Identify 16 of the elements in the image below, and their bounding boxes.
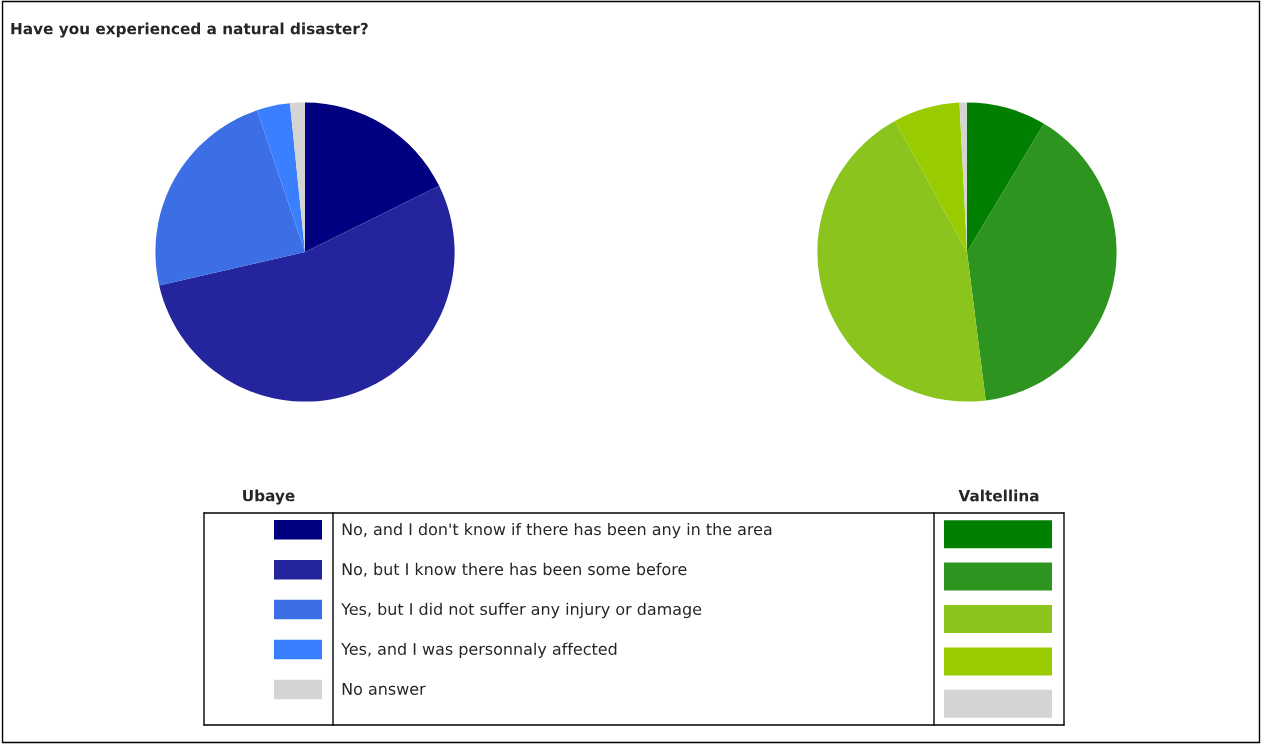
pie-slice bbox=[967, 102, 1044, 252]
legend-label: No, and I don't know if there has been any in the area bbox=[342, 522, 772, 539]
legend-label: No, but I know there has been some before bbox=[342, 562, 687, 577]
pie-slice bbox=[256, 103, 305, 252]
legend-title: Valtellina bbox=[958, 489, 1039, 502]
pie-slice bbox=[894, 102, 967, 252]
legend-label: Yes, and I was personnaly affected bbox=[341, 642, 617, 659]
chart-title: Have you experienced a natural disaster? bbox=[11, 22, 368, 38]
pie-slice bbox=[817, 120, 986, 402]
legend-title: Ubaye bbox=[243, 489, 295, 505]
pie-slice bbox=[159, 185, 455, 402]
pie-slice bbox=[305, 102, 440, 252]
legend-label: No answer bbox=[342, 683, 426, 695]
pie-slice bbox=[967, 123, 1117, 401]
legend-label: Yes, but I did not suffer any injury or damage bbox=[341, 602, 702, 619]
pie-slice bbox=[155, 110, 305, 286]
